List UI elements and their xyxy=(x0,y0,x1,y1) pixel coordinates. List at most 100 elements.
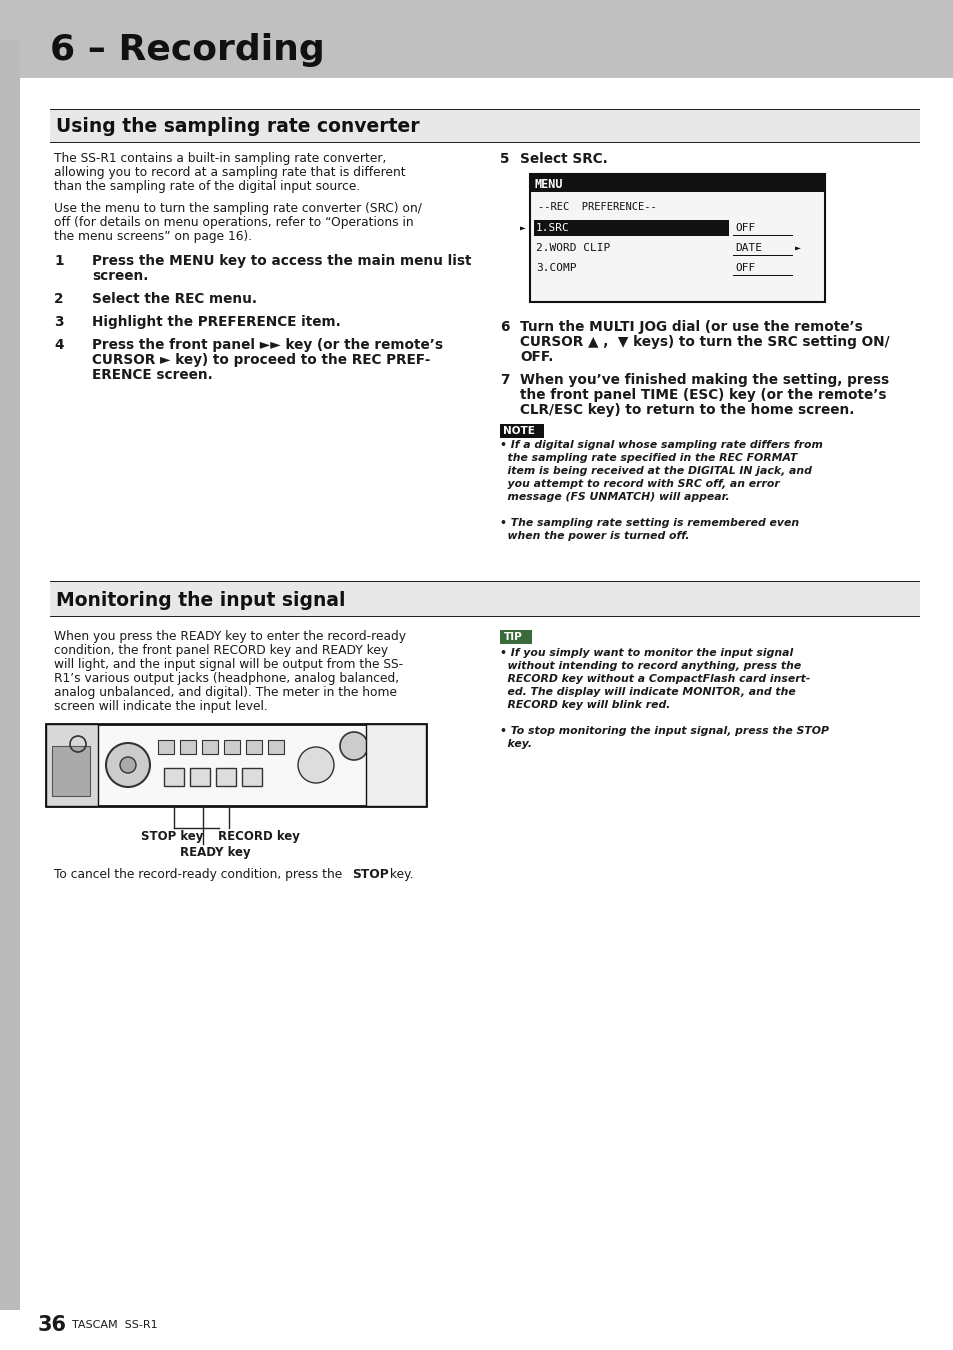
Text: DATE: DATE xyxy=(734,243,761,252)
Circle shape xyxy=(377,774,394,790)
Text: Press the front panel ►► key (or the remote’s: Press the front panel ►► key (or the rem… xyxy=(91,338,442,352)
Bar xyxy=(50,580,919,582)
Text: Using the sampling rate converter: Using the sampling rate converter xyxy=(56,117,419,136)
Bar xyxy=(190,768,210,786)
Bar xyxy=(530,174,824,192)
Bar xyxy=(46,724,426,806)
Bar xyxy=(180,740,195,755)
Text: the sampling rate specified in the REC FORMAT: the sampling rate specified in the REC F… xyxy=(499,454,797,463)
Text: screen.: screen. xyxy=(91,269,149,284)
Text: TASCAM  SS-R1: TASCAM SS-R1 xyxy=(71,1320,157,1330)
Text: RECORD key: RECORD key xyxy=(218,830,299,842)
Text: When you’ve finished making the setting, press: When you’ve finished making the setting,… xyxy=(519,373,888,387)
Bar xyxy=(158,740,173,755)
Bar xyxy=(0,40,20,1310)
Text: 5: 5 xyxy=(499,153,509,166)
Text: --REC  PREFERENCE--: --REC PREFERENCE-- xyxy=(537,202,656,212)
Text: CURSOR ► key) to proceed to the REC PREF-: CURSOR ► key) to proceed to the REC PREF… xyxy=(91,352,430,367)
Text: Turn the MULTI JOG dial (or use the remote’s: Turn the MULTI JOG dial (or use the remo… xyxy=(519,320,862,333)
Text: R1’s various output jacks (headphone, analog balanced,: R1’s various output jacks (headphone, an… xyxy=(54,672,398,684)
Text: 6 – Recording: 6 – Recording xyxy=(50,32,324,68)
Text: OFF: OFF xyxy=(734,263,755,273)
Text: when the power is turned off.: when the power is turned off. xyxy=(499,531,689,541)
Text: RECORD key will blink red.: RECORD key will blink red. xyxy=(499,701,670,710)
Text: • To stop monitoring the input signal, press the STOP: • To stop monitoring the input signal, p… xyxy=(499,726,828,736)
Text: ►: ► xyxy=(519,223,525,234)
Text: Use the menu to turn the sampling rate converter (SRC) on/: Use the menu to turn the sampling rate c… xyxy=(54,202,421,215)
Bar xyxy=(50,109,919,142)
Text: OFF: OFF xyxy=(734,223,755,234)
Text: key.: key. xyxy=(386,868,413,882)
Bar xyxy=(534,220,728,236)
Text: than the sampling rate of the digital input source.: than the sampling rate of the digital in… xyxy=(54,180,360,193)
Text: NOTE: NOTE xyxy=(502,427,535,436)
Text: analog unbalanced, and digital). The meter in the home: analog unbalanced, and digital). The met… xyxy=(54,686,396,699)
Text: ERENCE screen.: ERENCE screen. xyxy=(91,369,213,382)
Text: • If you simply want to monitor the input signal: • If you simply want to monitor the inpu… xyxy=(499,648,792,657)
Text: RECORD key without a CompactFlash card insert-: RECORD key without a CompactFlash card i… xyxy=(499,674,809,684)
Text: Monitoring the input signal: Monitoring the input signal xyxy=(56,590,345,609)
Text: without intending to record anything, press the: without intending to record anything, pr… xyxy=(499,662,801,671)
Circle shape xyxy=(120,757,136,774)
Text: 2.WORD CLIP: 2.WORD CLIP xyxy=(536,243,610,252)
Text: 1: 1 xyxy=(54,254,64,269)
Text: STOP key: STOP key xyxy=(141,830,203,842)
Bar xyxy=(366,724,426,806)
Text: message (FS UNMATCH) will appear.: message (FS UNMATCH) will appear. xyxy=(499,491,729,502)
Text: The SS-R1 contains a built-in sampling rate converter,: The SS-R1 contains a built-in sampling r… xyxy=(54,153,386,165)
Text: key.: key. xyxy=(499,738,532,749)
Text: screen will indicate the input level.: screen will indicate the input level. xyxy=(54,701,268,713)
Text: item is being received at the DIGITAL IN jack, and: item is being received at the DIGITAL IN… xyxy=(499,466,811,477)
Bar xyxy=(50,582,919,616)
Text: • The sampling rate setting is remembered even: • The sampling rate setting is remembere… xyxy=(499,518,799,528)
Bar xyxy=(46,724,98,806)
Text: ►: ► xyxy=(794,243,800,252)
Text: OFF.: OFF. xyxy=(519,350,553,365)
Text: 2: 2 xyxy=(54,292,64,306)
Text: the front panel TIME (ESC) key (or the remote’s: the front panel TIME (ESC) key (or the r… xyxy=(519,387,885,402)
Text: 36: 36 xyxy=(38,1315,67,1335)
Bar xyxy=(50,142,919,143)
Text: CLR/ESC key) to return to the home screen.: CLR/ESC key) to return to the home scree… xyxy=(519,404,854,417)
Text: CURSOR ▲ ,  ▼ keys) to turn the SRC setting ON/: CURSOR ▲ , ▼ keys) to turn the SRC setti… xyxy=(519,335,889,350)
Text: • If a digital signal whose sampling rate differs from: • If a digital signal whose sampling rat… xyxy=(499,440,822,450)
Bar xyxy=(499,424,543,437)
Circle shape xyxy=(375,743,395,761)
Circle shape xyxy=(106,743,150,787)
Bar xyxy=(530,174,824,302)
Circle shape xyxy=(297,747,334,783)
Bar xyxy=(50,616,919,617)
Bar xyxy=(242,768,262,786)
Text: the menu screens” on page 16).: the menu screens” on page 16). xyxy=(54,230,252,243)
Text: off (for details on menu operations, refer to “Operations in: off (for details on menu operations, ref… xyxy=(54,216,414,230)
Text: STOP: STOP xyxy=(352,868,388,882)
Text: When you press the READY key to enter the record-ready: When you press the READY key to enter th… xyxy=(54,630,406,643)
Bar xyxy=(499,630,532,644)
Circle shape xyxy=(339,732,368,760)
Text: Press the MENU key to access the main menu list: Press the MENU key to access the main me… xyxy=(91,254,471,269)
Text: TIP: TIP xyxy=(503,632,522,643)
Bar xyxy=(0,0,953,78)
Text: will light, and the input signal will be output from the SS-: will light, and the input signal will be… xyxy=(54,657,403,671)
Text: you attempt to record with SRC off, an error: you attempt to record with SRC off, an e… xyxy=(499,479,779,489)
Text: 6: 6 xyxy=(499,320,509,333)
Text: MENU: MENU xyxy=(535,177,563,190)
Text: condition, the front panel RECORD key and READY key: condition, the front panel RECORD key an… xyxy=(54,644,388,657)
Bar xyxy=(268,740,284,755)
Text: Select the REC menu.: Select the REC menu. xyxy=(91,292,256,306)
Text: 3.COMP: 3.COMP xyxy=(536,263,576,273)
Bar xyxy=(215,768,235,786)
Bar xyxy=(164,768,184,786)
Bar xyxy=(246,740,262,755)
Text: Select SRC.: Select SRC. xyxy=(519,153,607,166)
Text: ed. The display will indicate MONITOR, and the: ed. The display will indicate MONITOR, a… xyxy=(499,687,795,697)
Text: 1.SRC: 1.SRC xyxy=(536,223,569,234)
Text: To cancel the record-ready condition, press the: To cancel the record-ready condition, pr… xyxy=(54,868,346,882)
Bar xyxy=(50,108,919,109)
Bar xyxy=(202,740,218,755)
Bar xyxy=(52,747,90,796)
Text: 4: 4 xyxy=(54,338,64,352)
Bar xyxy=(224,740,240,755)
Text: READY key: READY key xyxy=(179,846,250,859)
Text: allowing you to record at a sampling rate that is different: allowing you to record at a sampling rat… xyxy=(54,166,405,180)
